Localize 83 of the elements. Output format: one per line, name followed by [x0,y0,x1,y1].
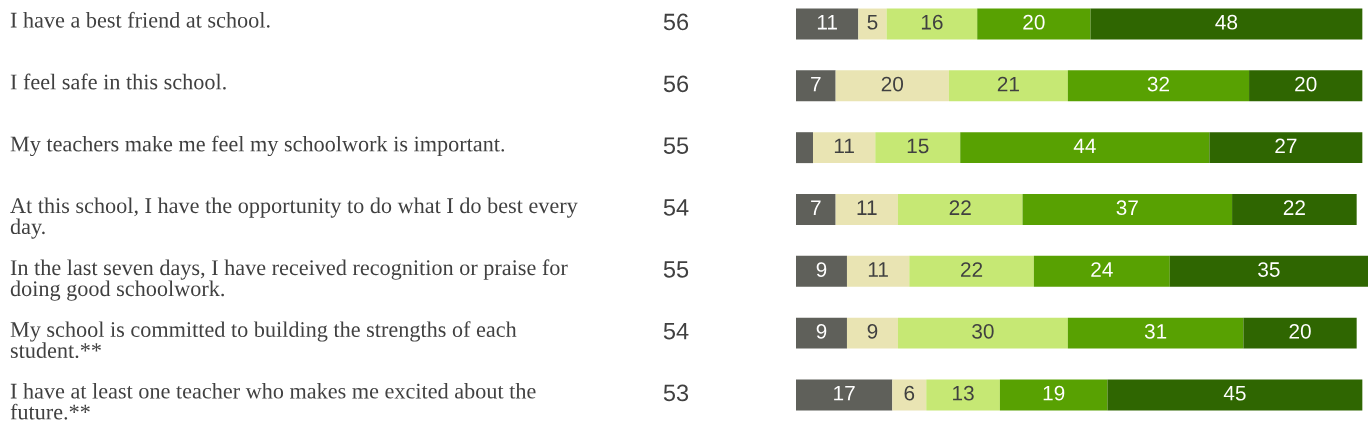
bar [886,8,978,40]
data-label: 20 [1295,76,1317,92]
data-label: 24 [1091,262,1113,277]
data-label: 19 [1043,385,1065,401]
data-label: 30 [972,323,994,339]
data-label: 7 [811,200,821,215]
data-label: 13 [953,385,974,401]
bar [977,8,1091,40]
data-label: 11 [817,15,837,30]
y-tick-label: At this school, I have the opportunity to do what I do best every day. [10,197,578,239]
data-label: 37 [1116,200,1138,216]
text: 54 [663,323,689,340]
bar [1067,70,1250,102]
bar [909,255,1034,287]
data-label: 17 [834,386,855,401]
text: 55 [663,137,689,154]
bar [999,379,1108,411]
data-label: 20 [1023,14,1045,30]
bar [1169,255,1368,287]
data-label: 20 [1289,323,1311,339]
bar [897,317,1068,349]
bar [1209,132,1363,164]
data-label: 11 [868,262,888,277]
bar [948,70,1068,102]
y-tick-label: My school is committed to building the strengths of each student.** [10,321,517,359]
bar [1067,317,1244,349]
text: 53 [663,384,689,402]
bar [812,132,876,164]
text: 55 [663,261,689,278]
data-label: 31 [1144,323,1167,339]
bar [1033,255,1170,287]
bar [960,132,1210,164]
data-label: 45 [1223,386,1246,401]
data-label: 15 [907,138,929,154]
bar [897,194,1023,225]
data-label: 9 [816,323,827,339]
bar [796,379,893,411]
bar [796,132,813,164]
data-label: 27 [1275,138,1297,154]
data-label: 21 [997,76,1019,92]
y-tick-label: In the last seven days, I have received recognition or praise for doing good schoolwork. [10,259,568,301]
bar [796,255,847,287]
data-label: 22 [961,262,983,277]
y-tick-label: I have at least one teacher who makes me excited about the future.** [10,382,536,420]
bar [846,317,898,349]
text: 56 [663,75,689,93]
y-tick-label: I feel safe in this school. [10,73,226,90]
data-label: 44 [1073,138,1096,154]
bar [796,8,859,40]
bar [1107,379,1363,411]
bar [858,8,887,40]
bar [796,194,836,225]
bar [875,132,961,164]
data-label: 32 [1147,76,1169,92]
bar [796,70,836,102]
data-label: 35 [1258,262,1280,277]
bar [1249,70,1363,102]
data-label: 20 [881,76,904,92]
bar [835,194,898,225]
data-label: 22 [949,200,971,215]
text: 54 [663,199,689,216]
data-label: 48 [1215,14,1238,30]
data-label: 22 [1283,200,1305,215]
bar [846,255,910,287]
bar [1232,194,1357,225]
y-tick-label: My teachers make me feel my schoolwork is important. [10,135,505,157]
data-label: 7 [811,76,821,92]
bar [892,379,927,411]
data-label: 16 [921,14,943,30]
data-label: 5 [867,15,878,30]
data-label: 9 [816,262,827,277]
bar [835,70,949,102]
data-label: 9 [867,323,878,339]
bar [796,317,847,349]
bar [1243,317,1357,349]
bar [1090,8,1363,40]
data-label: 11 [834,138,854,154]
text: 56 [663,13,689,31]
data-label: 11 [857,200,877,215]
bar [926,379,1000,411]
bar [1022,194,1233,225]
y-tick-label: I have a best friend at school. [10,11,270,28]
data-label: 6 [904,385,915,401]
